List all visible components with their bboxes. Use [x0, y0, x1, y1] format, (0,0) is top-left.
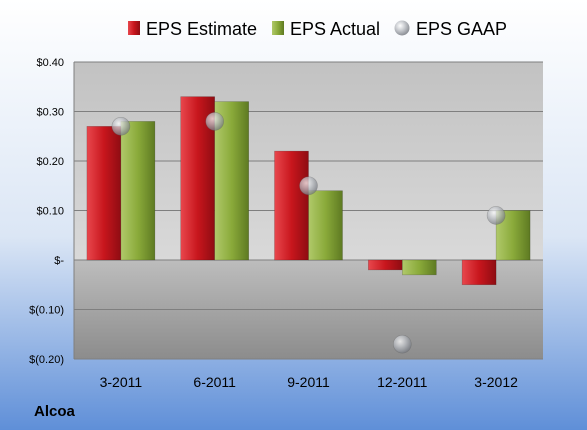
legend-item-gaap: EPS GAAP — [394, 19, 507, 39]
bars — [86, 96, 531, 286]
gaap-point — [486, 206, 506, 225]
bar-estimate — [86, 126, 122, 261]
x-tick-label: 6-2011 — [193, 374, 236, 390]
legend: EPS Estimate EPS Actual EPS GAAP — [128, 19, 507, 39]
y-tick-label: $0.30 — [36, 107, 64, 119]
gaap-points — [111, 112, 506, 354]
gaap-point — [111, 117, 131, 136]
y-tick-label: $0.20 — [36, 156, 64, 168]
legend-item-estimate: EPS Estimate — [128, 19, 257, 39]
legend-swatch-actual — [272, 21, 284, 35]
x-tick-label: 3-2011 — [100, 374, 143, 390]
legend-swatch-estimate — [128, 21, 140, 35]
y-tick-label: $(0.20) — [29, 354, 64, 366]
legend-label-estimate: EPS Estimate — [146, 19, 257, 39]
bar-estimate — [274, 150, 309, 261]
bar-actual — [308, 190, 343, 261]
legend-label-gaap: EPS GAAP — [416, 19, 507, 39]
bar-actual — [401, 259, 437, 276]
bar-estimate — [367, 259, 403, 271]
y-tick-label: $0.10 — [36, 206, 64, 218]
x-axis: 3-2011 6-2011 9-2011 12-2011 3-2012 — [100, 374, 518, 390]
legend-swatch-gaap — [394, 20, 410, 36]
x-tick-label: 12-2011 — [377, 374, 428, 390]
bar-estimate — [461, 259, 497, 286]
legend-label-actual: EPS Actual — [290, 19, 380, 39]
x-tick-label: 3-2012 — [474, 374, 518, 390]
bar-actual — [120, 121, 156, 261]
gaap-point — [392, 334, 412, 354]
company-name: Alcoa — [34, 403, 76, 420]
y-tick-label: $- — [54, 255, 64, 267]
legend-item-actual: EPS Actual — [272, 19, 380, 39]
y-tick-label: $0.40 — [36, 57, 64, 69]
gaap-point — [299, 176, 318, 196]
gaap-point — [205, 112, 224, 131]
x-tick-label: 9-2011 — [287, 374, 330, 390]
y-tick-label: $(0.10) — [29, 305, 64, 317]
